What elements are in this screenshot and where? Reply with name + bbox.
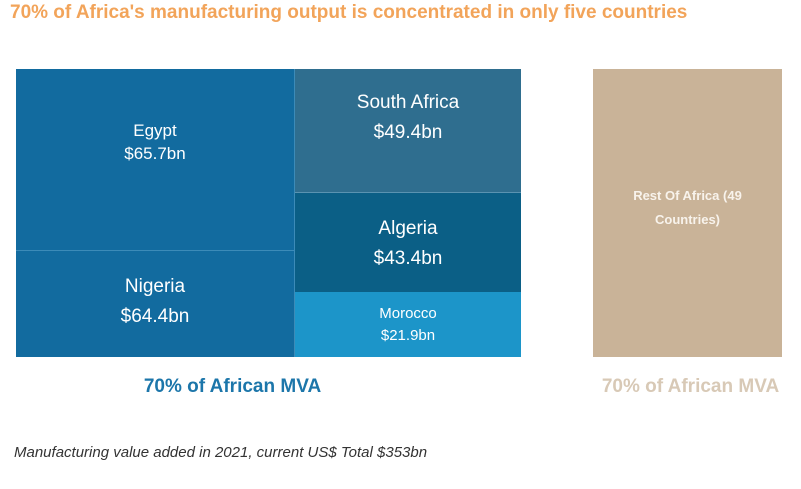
tile-morocco-value: $21.9bn [380,326,436,344]
tile-nigeria: Nigeria $64.4bn [16,251,295,357]
tile-algeria: Algeria $43.4bn [295,193,521,292]
tile-south-africa-value: $49.4bn [373,121,443,143]
footnote: Manufacturing value added in 2021, curre… [14,444,428,461]
tile-algeria-value: $43.4bn [373,248,443,269]
tile-south-africa: South Africa $49.4bn [295,69,521,193]
group-label-rest: 70% of African MVA [601,376,780,397]
tile-morocco: Morocco $21.9bn [295,292,521,357]
tile-south-africa-name: South Africa [356,91,460,113]
tile-nigeria-value: $64.4bn [120,306,190,327]
tile-morocco-name: Morocco [379,304,437,322]
tile-rest-of-africa-name: Rest Of Africa (49 Countries) [633,188,742,227]
group-label-top-five: 70% of African MVA [143,376,322,397]
tile-egypt-value: $65.7bn [124,143,186,163]
tile-algeria-name: Algeria [378,218,438,239]
tile-egypt: Egypt $65.7bn [16,69,295,251]
chart-title: 70% of Africa's manufacturing output is … [10,2,688,23]
tile-egypt-name: Egypt [133,120,177,140]
tile-rest-of-africa: Rest Of Africa (49 Countries) [593,69,782,357]
tile-nigeria-name: Nigeria [124,276,186,297]
